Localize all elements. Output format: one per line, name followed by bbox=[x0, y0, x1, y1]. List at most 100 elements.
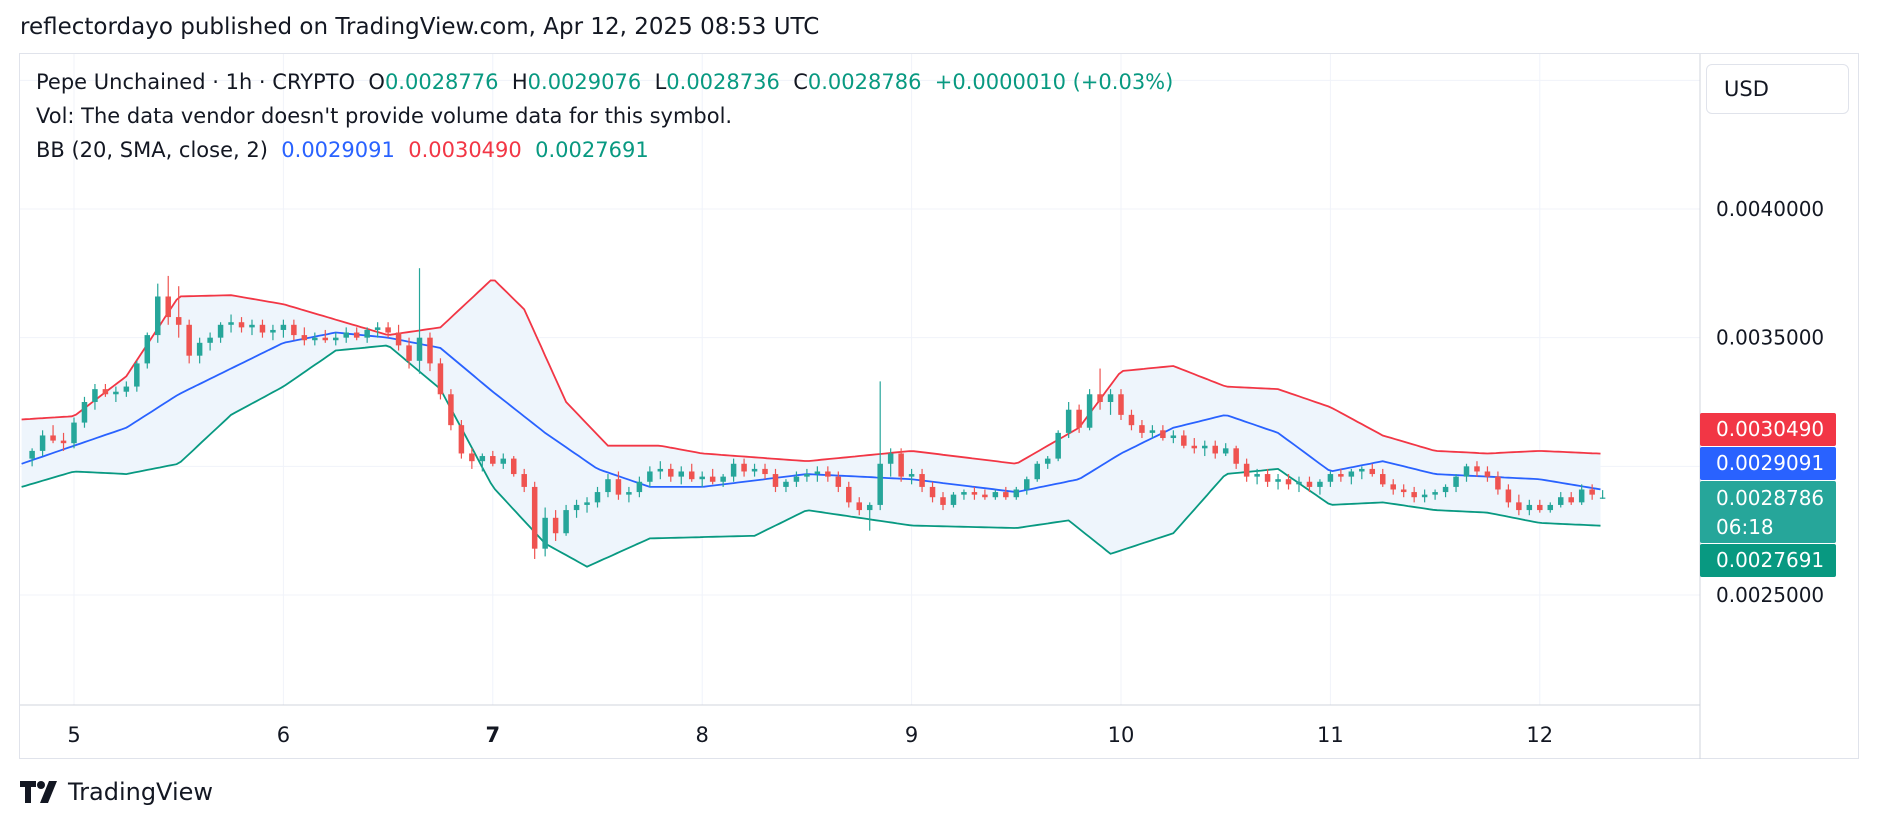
bb-lower-line bbox=[21, 344, 1601, 568]
candle-up bbox=[81, 402, 88, 423]
candle-down bbox=[406, 345, 412, 361]
candle-up bbox=[908, 474, 915, 477]
candle-up bbox=[92, 389, 98, 402]
candle-up bbox=[1222, 448, 1229, 454]
candle-up bbox=[479, 456, 486, 462]
candle-down bbox=[856, 502, 862, 511]
candle-down bbox=[1118, 394, 1124, 415]
candle-up bbox=[1442, 486, 1449, 493]
x-tick-label: 11 bbox=[1317, 723, 1344, 747]
candle-down bbox=[385, 327, 391, 333]
chart-frame bbox=[19, 53, 1859, 759]
candle-down bbox=[238, 322, 245, 328]
y-tick-label: 0.0035000 bbox=[1716, 326, 1824, 350]
bb-legend[interactable]: BB (20, SMA, close, 2) 0.0029091 0.00304… bbox=[36, 138, 649, 162]
candle-up bbox=[866, 504, 873, 511]
symbol-title[interactable]: Pepe Unchained · 1h · CRYPTO bbox=[36, 70, 356, 94]
candle-down bbox=[1264, 474, 1271, 482]
candle-up bbox=[783, 481, 789, 487]
candle-up bbox=[312, 337, 318, 341]
volume-legend: Vol: The data vendor doesn't provide vol… bbox=[36, 104, 732, 128]
candle-up bbox=[123, 386, 130, 392]
candle-down bbox=[510, 458, 517, 475]
tradingview-logo[interactable]: TradingView bbox=[20, 778, 213, 806]
bollinger-bands bbox=[21, 279, 1601, 568]
candle-down bbox=[1411, 492, 1417, 498]
candle-down bbox=[1474, 466, 1480, 472]
y-tick-label: 0.0040000 bbox=[1716, 197, 1824, 221]
candle-up bbox=[196, 342, 203, 356]
candle-down bbox=[175, 317, 182, 325]
candle-down bbox=[971, 492, 978, 495]
candle-down bbox=[1139, 425, 1145, 433]
candle-down bbox=[1495, 476, 1501, 490]
candle-up bbox=[1327, 474, 1334, 482]
candle-up bbox=[594, 492, 601, 503]
y-tick-label: 0.0025000 bbox=[1716, 583, 1824, 607]
open-value: 0.0028776 bbox=[384, 70, 499, 94]
candle-up bbox=[1453, 476, 1459, 487]
close-value: 0.0028786 bbox=[807, 70, 922, 94]
candle-down bbox=[615, 479, 622, 495]
candle-down bbox=[301, 335, 308, 341]
candle-down bbox=[709, 476, 716, 482]
candle-up bbox=[1432, 492, 1438, 495]
candle-up bbox=[657, 468, 664, 472]
candle-up bbox=[113, 391, 119, 395]
candle-down bbox=[521, 474, 527, 487]
candle-down bbox=[1505, 489, 1512, 503]
bb-basis-value: 0.0029091 bbox=[281, 138, 395, 162]
x-tick-label: 5 bbox=[67, 723, 80, 747]
candle-up bbox=[29, 450, 35, 459]
candle-up bbox=[1599, 497, 1606, 499]
candle-up bbox=[1086, 394, 1093, 428]
bb-label[interactable]: BB (20, SMA, close, 2) bbox=[36, 138, 268, 162]
candle-up bbox=[364, 329, 370, 338]
candle-up bbox=[280, 324, 287, 330]
candle-up bbox=[39, 435, 46, 451]
candle-up bbox=[1044, 458, 1051, 464]
candle-down bbox=[552, 517, 559, 534]
candle-up bbox=[678, 471, 685, 477]
candle-up bbox=[333, 337, 339, 341]
candle-down bbox=[102, 389, 109, 395]
last-price-badge: 0.0028786 06:18 bbox=[1700, 481, 1836, 543]
candlestick-chart[interactable]: 5 6 7 8 9 10 11 12 0.0040000 0.0035000 0.0025000 bbox=[0, 0, 1878, 760]
bb-upper-badge: 0.0030490 bbox=[1700, 413, 1836, 446]
candle-up bbox=[636, 481, 643, 493]
candle-up bbox=[877, 463, 883, 505]
candle-up bbox=[134, 363, 140, 387]
candle-up bbox=[626, 492, 632, 495]
candle-down bbox=[186, 324, 192, 356]
candle-up bbox=[1547, 504, 1554, 511]
candle-up bbox=[542, 517, 548, 549]
ohlc-legend: Pepe Unchained · 1h · CRYPTO O0.0028776 … bbox=[36, 70, 1173, 94]
candle-down bbox=[1484, 471, 1491, 477]
candle-down bbox=[825, 471, 831, 477]
candle-down bbox=[50, 435, 56, 441]
low-value: 0.0028736 bbox=[666, 70, 780, 94]
candle-up bbox=[1024, 479, 1030, 490]
candle-up bbox=[573, 504, 580, 511]
candle-down bbox=[427, 337, 433, 364]
bar-countdown: 06:18 bbox=[1716, 515, 1774, 539]
candle-down bbox=[940, 497, 946, 505]
bb-upper-line bbox=[21, 279, 1601, 465]
candle-down bbox=[1212, 445, 1218, 454]
close-label: C bbox=[793, 70, 808, 94]
bb-lower-value: 0.0027691 bbox=[535, 138, 649, 162]
candle-up bbox=[584, 502, 590, 505]
candle-down bbox=[490, 456, 496, 464]
bb-lower-badge: 0.0027691 bbox=[1700, 544, 1836, 577]
candle-up bbox=[1557, 497, 1564, 505]
candle-up bbox=[605, 479, 611, 493]
candle-down bbox=[919, 474, 925, 487]
candle-down bbox=[1338, 474, 1344, 477]
currency-selector[interactable]: USD bbox=[1706, 64, 1849, 114]
x-tick-label: 10 bbox=[1108, 723, 1135, 747]
candle-up bbox=[228, 322, 234, 325]
candle-up bbox=[217, 324, 224, 338]
candle-down bbox=[835, 476, 842, 487]
candle-up bbox=[699, 476, 705, 480]
candle-down bbox=[1516, 502, 1522, 511]
